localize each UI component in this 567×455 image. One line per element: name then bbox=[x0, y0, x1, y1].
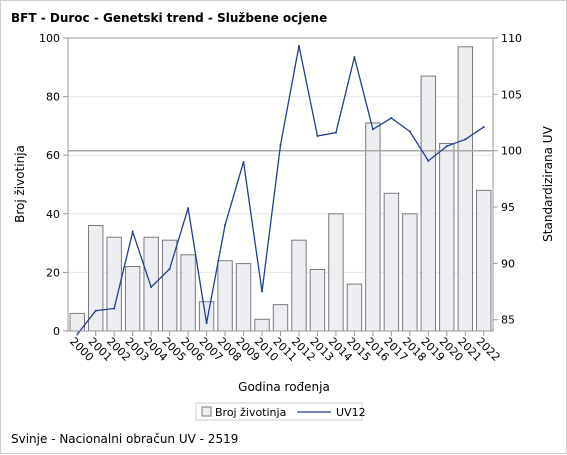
right-tick-label: 95 bbox=[501, 201, 515, 214]
uv12-point bbox=[390, 117, 393, 120]
y-axis-right-label: Standardizirana UV bbox=[541, 125, 555, 241]
right-tick-label: 110 bbox=[501, 32, 522, 45]
bar bbox=[106, 236, 122, 332]
left-tick-label: 40 bbox=[46, 208, 60, 221]
bar bbox=[124, 266, 141, 332]
uv12-point bbox=[131, 230, 134, 233]
left-tick-label: 80 bbox=[46, 91, 60, 104]
left-axis-ticks: 0 20 40 60 80 100 bbox=[39, 32, 68, 338]
left-tick-label: 100 bbox=[39, 32, 60, 45]
legend-box bbox=[195, 402, 363, 421]
x-axis-ticks: 2000200120022003200420052006200720082009… bbox=[67, 331, 503, 364]
bar bbox=[143, 236, 159, 332]
bar bbox=[198, 301, 215, 332]
uv12-point bbox=[427, 159, 430, 162]
uv12-point bbox=[279, 144, 282, 147]
footnote: Svinje - Nacionalni obračun UV - 2519 bbox=[11, 432, 238, 446]
uv12-point bbox=[297, 44, 300, 47]
right-tick-label: 100 bbox=[501, 145, 522, 158]
bar bbox=[457, 46, 473, 332]
uv12-point bbox=[353, 56, 356, 59]
legend-bar-swatch bbox=[201, 406, 212, 417]
uv12-point bbox=[94, 309, 97, 312]
uv12-point bbox=[371, 128, 374, 131]
right-tick-label: 90 bbox=[501, 257, 515, 270]
bar bbox=[402, 213, 418, 332]
x-axis-label: Godina rođenja bbox=[238, 380, 330, 394]
uv12-point bbox=[334, 131, 337, 134]
left-tick-label: 20 bbox=[46, 266, 60, 279]
legend-label-bars: Broj životinja bbox=[215, 406, 286, 419]
bar bbox=[180, 254, 196, 332]
legend: Broj životinja UV12 bbox=[195, 402, 366, 421]
bar bbox=[235, 263, 252, 332]
bar bbox=[272, 304, 289, 332]
line-series bbox=[76, 44, 485, 336]
right-tick-label: 85 bbox=[501, 314, 515, 327]
uv12-point bbox=[150, 286, 153, 289]
uv12-point bbox=[445, 145, 448, 148]
bar bbox=[309, 268, 326, 332]
bar bbox=[217, 260, 233, 332]
bar bbox=[291, 239, 307, 332]
uv12-point bbox=[113, 307, 116, 310]
uv12-point bbox=[242, 160, 245, 163]
uv12-point bbox=[205, 322, 208, 325]
uv12-point bbox=[316, 135, 319, 138]
bar bbox=[254, 318, 270, 332]
uv12-point bbox=[482, 126, 485, 129]
bar bbox=[88, 225, 104, 332]
bar bbox=[476, 189, 492, 332]
right-tick-label: 105 bbox=[501, 88, 522, 101]
bar bbox=[365, 122, 381, 332]
legend-label-line: UV12 bbox=[336, 406, 366, 419]
bar-series bbox=[69, 46, 492, 332]
uv12-point bbox=[224, 224, 227, 227]
uv12-point bbox=[187, 207, 190, 210]
bar bbox=[439, 142, 455, 332]
right-axis-ticks: 85 90 95 100 105 110 bbox=[493, 32, 522, 327]
uv12-point bbox=[261, 290, 264, 293]
uv12-point bbox=[168, 268, 171, 271]
chart-title: BFT - Duroc - Genetski trend - Službene … bbox=[11, 11, 327, 25]
left-tick-label: 60 bbox=[46, 149, 60, 162]
bar bbox=[420, 75, 437, 332]
uv12-point bbox=[464, 138, 467, 141]
bar bbox=[328, 213, 344, 332]
uv12-point bbox=[408, 130, 411, 133]
y-axis-left-label: Broj životinja bbox=[13, 145, 27, 223]
bar bbox=[383, 192, 400, 332]
bar bbox=[346, 283, 363, 332]
left-tick-label: 0 bbox=[53, 325, 60, 338]
